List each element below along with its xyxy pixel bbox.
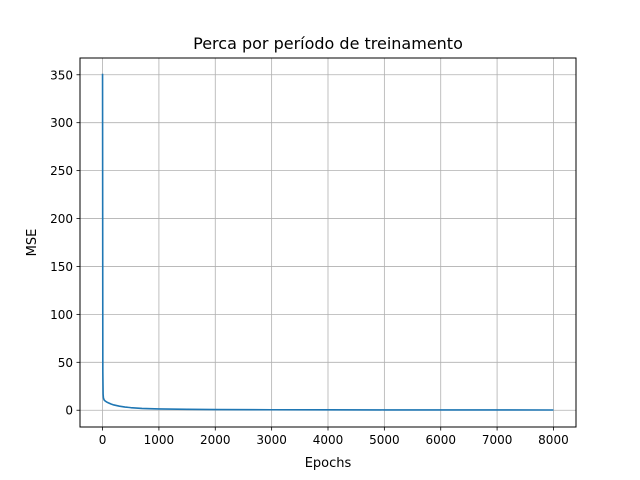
y-axis-label: MSE [25, 229, 40, 257]
y-tick-label: 250 [50, 164, 73, 178]
chart-title: Perca por período de treinamento [193, 34, 463, 53]
axis-ticks: 0 1000 2000 3000 4000 5000 6000 7000 8000 0 50 100 1… [50, 68, 569, 447]
x-tick-label: 1000 [144, 433, 175, 447]
x-tick-label: 2000 [200, 433, 231, 447]
series-line [101, 73, 554, 411]
x-tick-label: 7000 [482, 433, 513, 447]
y-tick-label: 50 [58, 356, 73, 370]
x-tick-label: 4000 [313, 433, 344, 447]
x-tick-label: 8000 [538, 433, 569, 447]
y-tick-label: 350 [50, 68, 73, 82]
x-tick-label: 0 [99, 433, 107, 447]
x-tick-label: 6000 [425, 433, 456, 447]
y-tick-label: 100 [50, 308, 73, 322]
y-tick-label: 0 [65, 404, 73, 418]
x-tick-label: 5000 [369, 433, 400, 447]
plot-area [101, 73, 554, 411]
grid-lines [80, 58, 576, 427]
y-tick-label: 150 [50, 260, 73, 274]
x-axis-label: Epochs [305, 456, 352, 471]
x-tick-label: 3000 [256, 433, 287, 447]
y-tick-label: 200 [50, 212, 73, 226]
y-tick-label: 300 [50, 116, 73, 130]
